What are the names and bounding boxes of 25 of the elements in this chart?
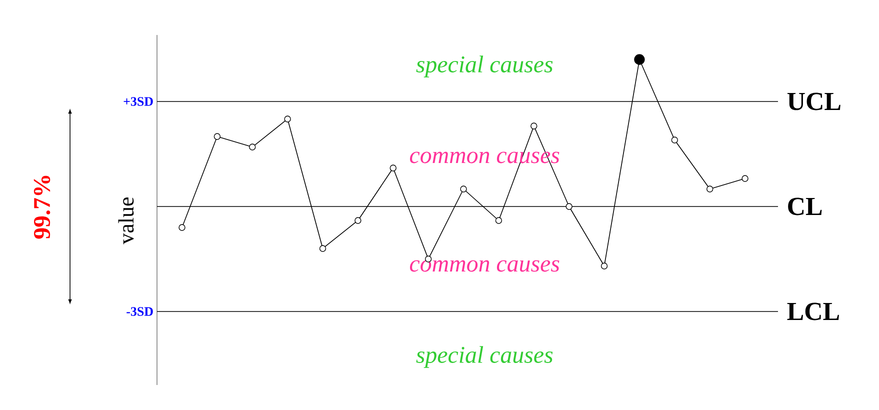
annotation: common causes [410, 260, 560, 272]
point [284, 116, 291, 122]
point [742, 175, 748, 182]
text: 99.7% [34, 176, 50, 239]
y-tick-label: -3SD [126, 307, 153, 316]
point [460, 186, 467, 192]
point [671, 136, 678, 144]
point [214, 133, 221, 140]
ref-line-label: UCL [787, 92, 840, 110]
y-tick-label: +3SD [124, 97, 153, 106]
point [566, 203, 572, 210]
ref-line-label: CL [788, 198, 822, 216]
annotation: special causes [416, 56, 553, 78]
annotation: special causes [416, 346, 553, 368]
point [390, 164, 396, 172]
point [530, 122, 538, 130]
point [600, 262, 608, 270]
point [706, 186, 714, 192]
point [319, 245, 326, 252]
y-axis-title: value [118, 198, 134, 244]
point [354, 217, 362, 224]
point [178, 224, 186, 231]
ref-line-label: LCL [787, 302, 839, 320]
point [249, 144, 256, 150]
point [495, 217, 502, 224]
